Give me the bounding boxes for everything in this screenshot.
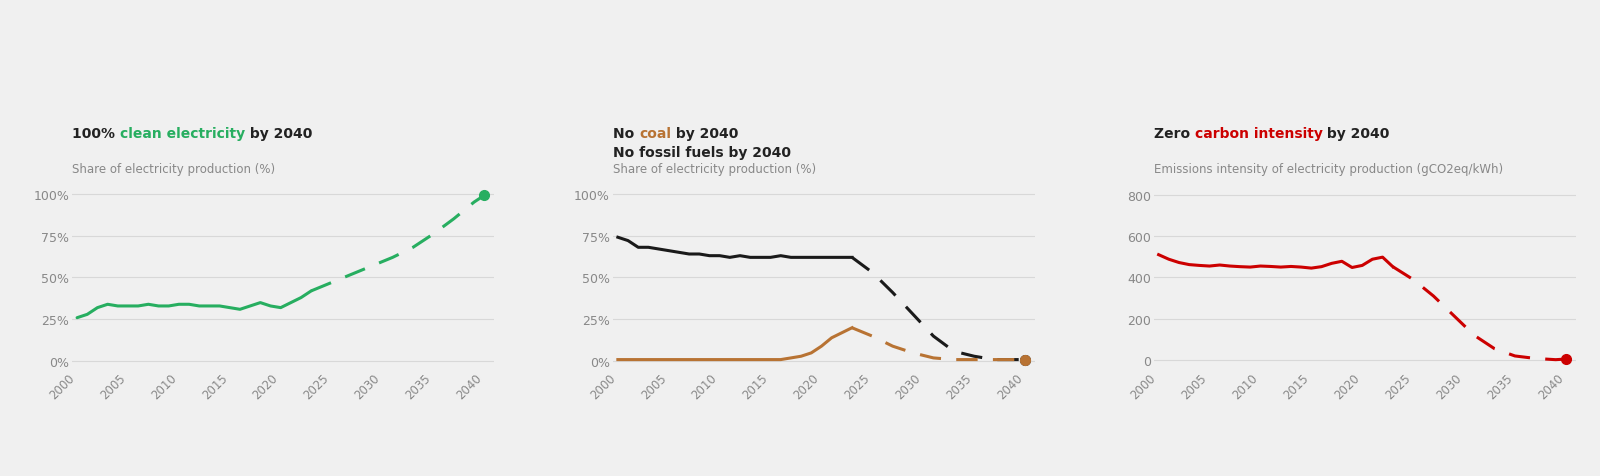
Text: Emissions intensity of electricity production (gCO2eq/kWh): Emissions intensity of electricity produ… xyxy=(1154,163,1502,176)
Text: No fossil fuels by 2040: No fossil fuels by 2040 xyxy=(613,146,790,159)
Text: clean electricity: clean electricity xyxy=(120,127,245,140)
Text: coal: coal xyxy=(638,127,670,140)
Text: by 2040: by 2040 xyxy=(670,127,738,140)
Text: Zero: Zero xyxy=(1154,127,1195,140)
Text: Share of electricity production (%): Share of electricity production (%) xyxy=(72,163,275,176)
Text: carbon intensity: carbon intensity xyxy=(1195,127,1323,140)
Text: Share of electricity production (%): Share of electricity production (%) xyxy=(613,163,816,176)
Text: No: No xyxy=(613,127,638,140)
Text: by 2040: by 2040 xyxy=(1323,127,1390,140)
Text: by 2040: by 2040 xyxy=(245,127,312,140)
Text: 100%: 100% xyxy=(72,127,120,140)
